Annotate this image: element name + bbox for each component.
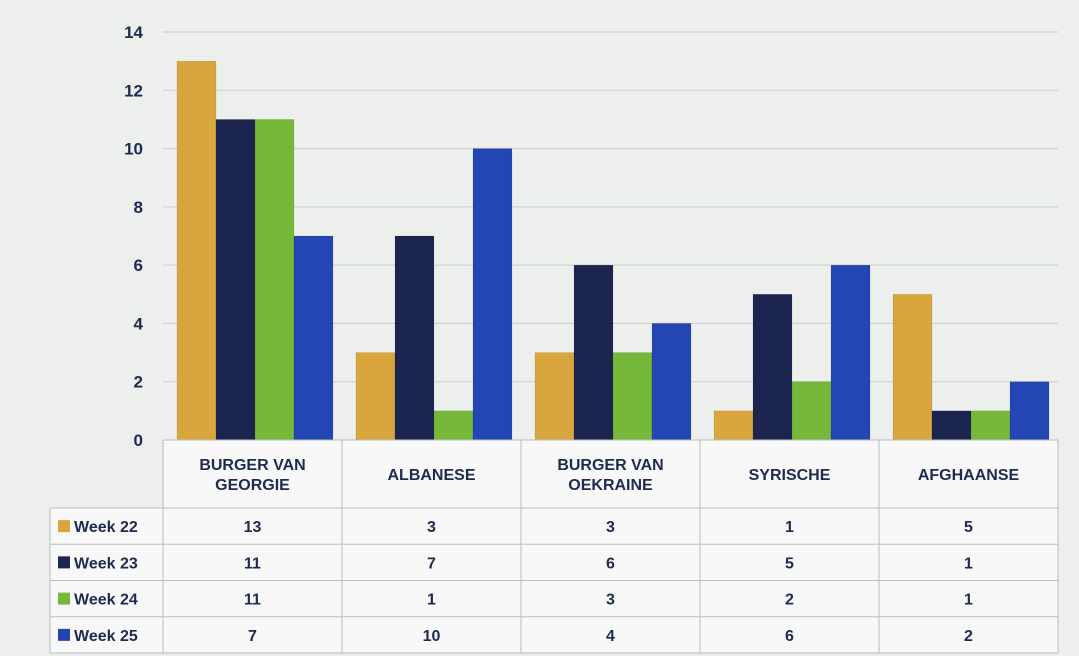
category-label: GEORGIE [215, 477, 290, 494]
bar [753, 294, 792, 440]
bar [574, 265, 613, 440]
table-cell-value: 7 [427, 555, 436, 572]
bar [535, 353, 574, 440]
bar [294, 236, 333, 440]
category-label: ALBANESE [387, 467, 475, 484]
table-cell-value: 1 [785, 519, 794, 536]
table-cell-value: 6 [606, 555, 615, 572]
legend-swatch [58, 556, 70, 568]
table-cell-value: 5 [785, 555, 794, 572]
category-label: OEKRAINE [568, 477, 653, 494]
category-label: SYRISCHE [749, 467, 831, 484]
bar [1010, 382, 1049, 440]
table-cell-value: 5 [964, 519, 973, 536]
legend-label: Week 22 [74, 519, 138, 536]
table-cell-value: 3 [606, 519, 615, 536]
category-label: BURGER VAN [199, 457, 305, 474]
table-cell-value: 1 [964, 555, 973, 572]
category-label: BURGER VAN [557, 457, 663, 474]
table-cell-value: 3 [606, 592, 615, 609]
bar [652, 323, 691, 440]
bar [177, 61, 216, 440]
table-cell-value: 2 [785, 592, 794, 609]
bar [893, 294, 932, 440]
table-cell-value: 13 [244, 519, 262, 536]
bar [831, 265, 870, 440]
y-tick-label: 4 [134, 314, 144, 333]
y-tick-label: 6 [134, 256, 143, 275]
legend-swatch [58, 520, 70, 532]
bar [216, 119, 255, 440]
legend-label: Week 25 [74, 628, 138, 645]
table-cell-value: 1 [964, 592, 973, 609]
y-tick-label: 10 [124, 140, 143, 159]
bar [395, 236, 434, 440]
table-cell-value: 4 [606, 628, 615, 645]
table-cell-value: 2 [964, 628, 973, 645]
legend-swatch [58, 629, 70, 641]
bar [932, 411, 971, 440]
bar [971, 411, 1010, 440]
table-cell-value: 1 [427, 592, 436, 609]
data-table: BURGER VAN GEORGIE ALBANESE BURGER VAN OEKRA… [50, 440, 1058, 653]
bar [792, 382, 831, 440]
table-cell-value: 3 [427, 519, 436, 536]
y-tick-label: 0 [134, 431, 143, 450]
table-cell-value: 10 [423, 628, 441, 645]
table-cell-value: 11 [244, 592, 261, 609]
y-tick-label: 8 [134, 198, 143, 217]
legend-label: Week 23 [74, 555, 138, 572]
bar [473, 149, 512, 440]
y-tick-label: 14 [124, 23, 143, 42]
y-tick-label: 12 [124, 81, 143, 100]
bars [177, 61, 1049, 440]
y-tick-label: 2 [134, 373, 143, 392]
table-cell-value: 11 [244, 555, 261, 572]
bar [434, 411, 473, 440]
table-cell-value: 6 [785, 628, 794, 645]
bar [356, 353, 395, 440]
bar [255, 119, 294, 440]
category-label: AFGHAANSE [918, 467, 1020, 484]
y-axis: 0 2 4 6 8 10 12 14 [124, 23, 143, 450]
legend-swatch [58, 593, 70, 605]
legend-label: Week 24 [74, 592, 138, 609]
table-cell-value: 7 [248, 628, 257, 645]
bar [714, 411, 753, 440]
bar [613, 353, 652, 440]
